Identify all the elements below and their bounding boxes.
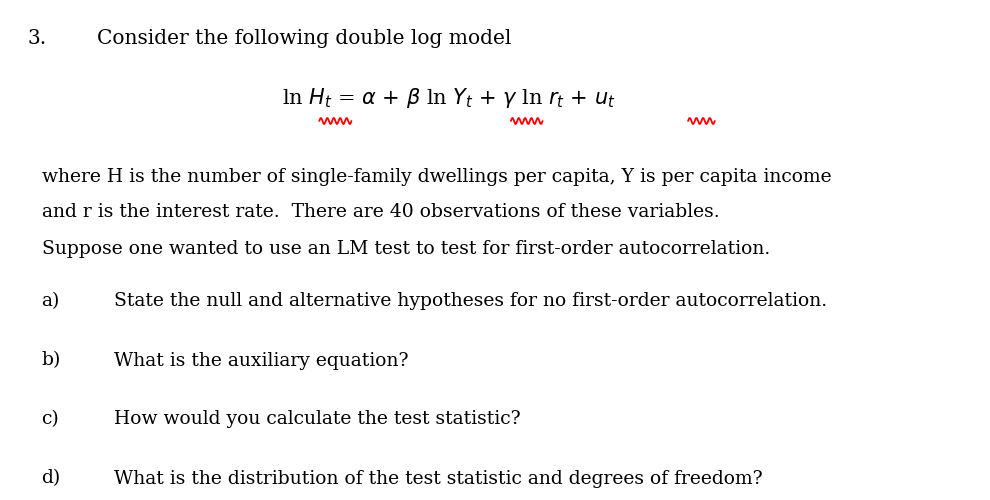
Text: 3.: 3.	[28, 29, 47, 48]
Text: What is the distribution of the test statistic and degrees of freedom?: What is the distribution of the test sta…	[114, 470, 762, 488]
Text: b): b)	[42, 352, 61, 370]
Text: a): a)	[42, 292, 60, 310]
Text: How would you calculate the test statistic?: How would you calculate the test statist…	[114, 410, 521, 428]
Text: c): c)	[42, 410, 59, 428]
Text: where H is the number of single-family dwellings per capita, Y is per capita inc: where H is the number of single-family d…	[42, 168, 832, 186]
Text: Suppose one wanted to use an LM test to test for first-order autocorrelation.: Suppose one wanted to use an LM test to …	[42, 240, 770, 258]
Text: ln $H_t$ = $\alpha$ + $\beta$ ln $Y_t$ + $\gamma$ ln $r_t$ + $u_t$: ln $H_t$ = $\alpha$ + $\beta$ ln $Y_t$ +…	[282, 86, 616, 110]
Text: d): d)	[42, 470, 60, 488]
Text: State the null and alternative hypotheses for no first-order autocorrelation.: State the null and alternative hypothese…	[114, 292, 827, 310]
Text: and r is the interest rate.  There are 40 observations of these variables.: and r is the interest rate. There are 40…	[42, 204, 719, 222]
Text: What is the auxiliary equation?: What is the auxiliary equation?	[114, 352, 408, 370]
Text: Consider the following double log model: Consider the following double log model	[97, 29, 512, 48]
